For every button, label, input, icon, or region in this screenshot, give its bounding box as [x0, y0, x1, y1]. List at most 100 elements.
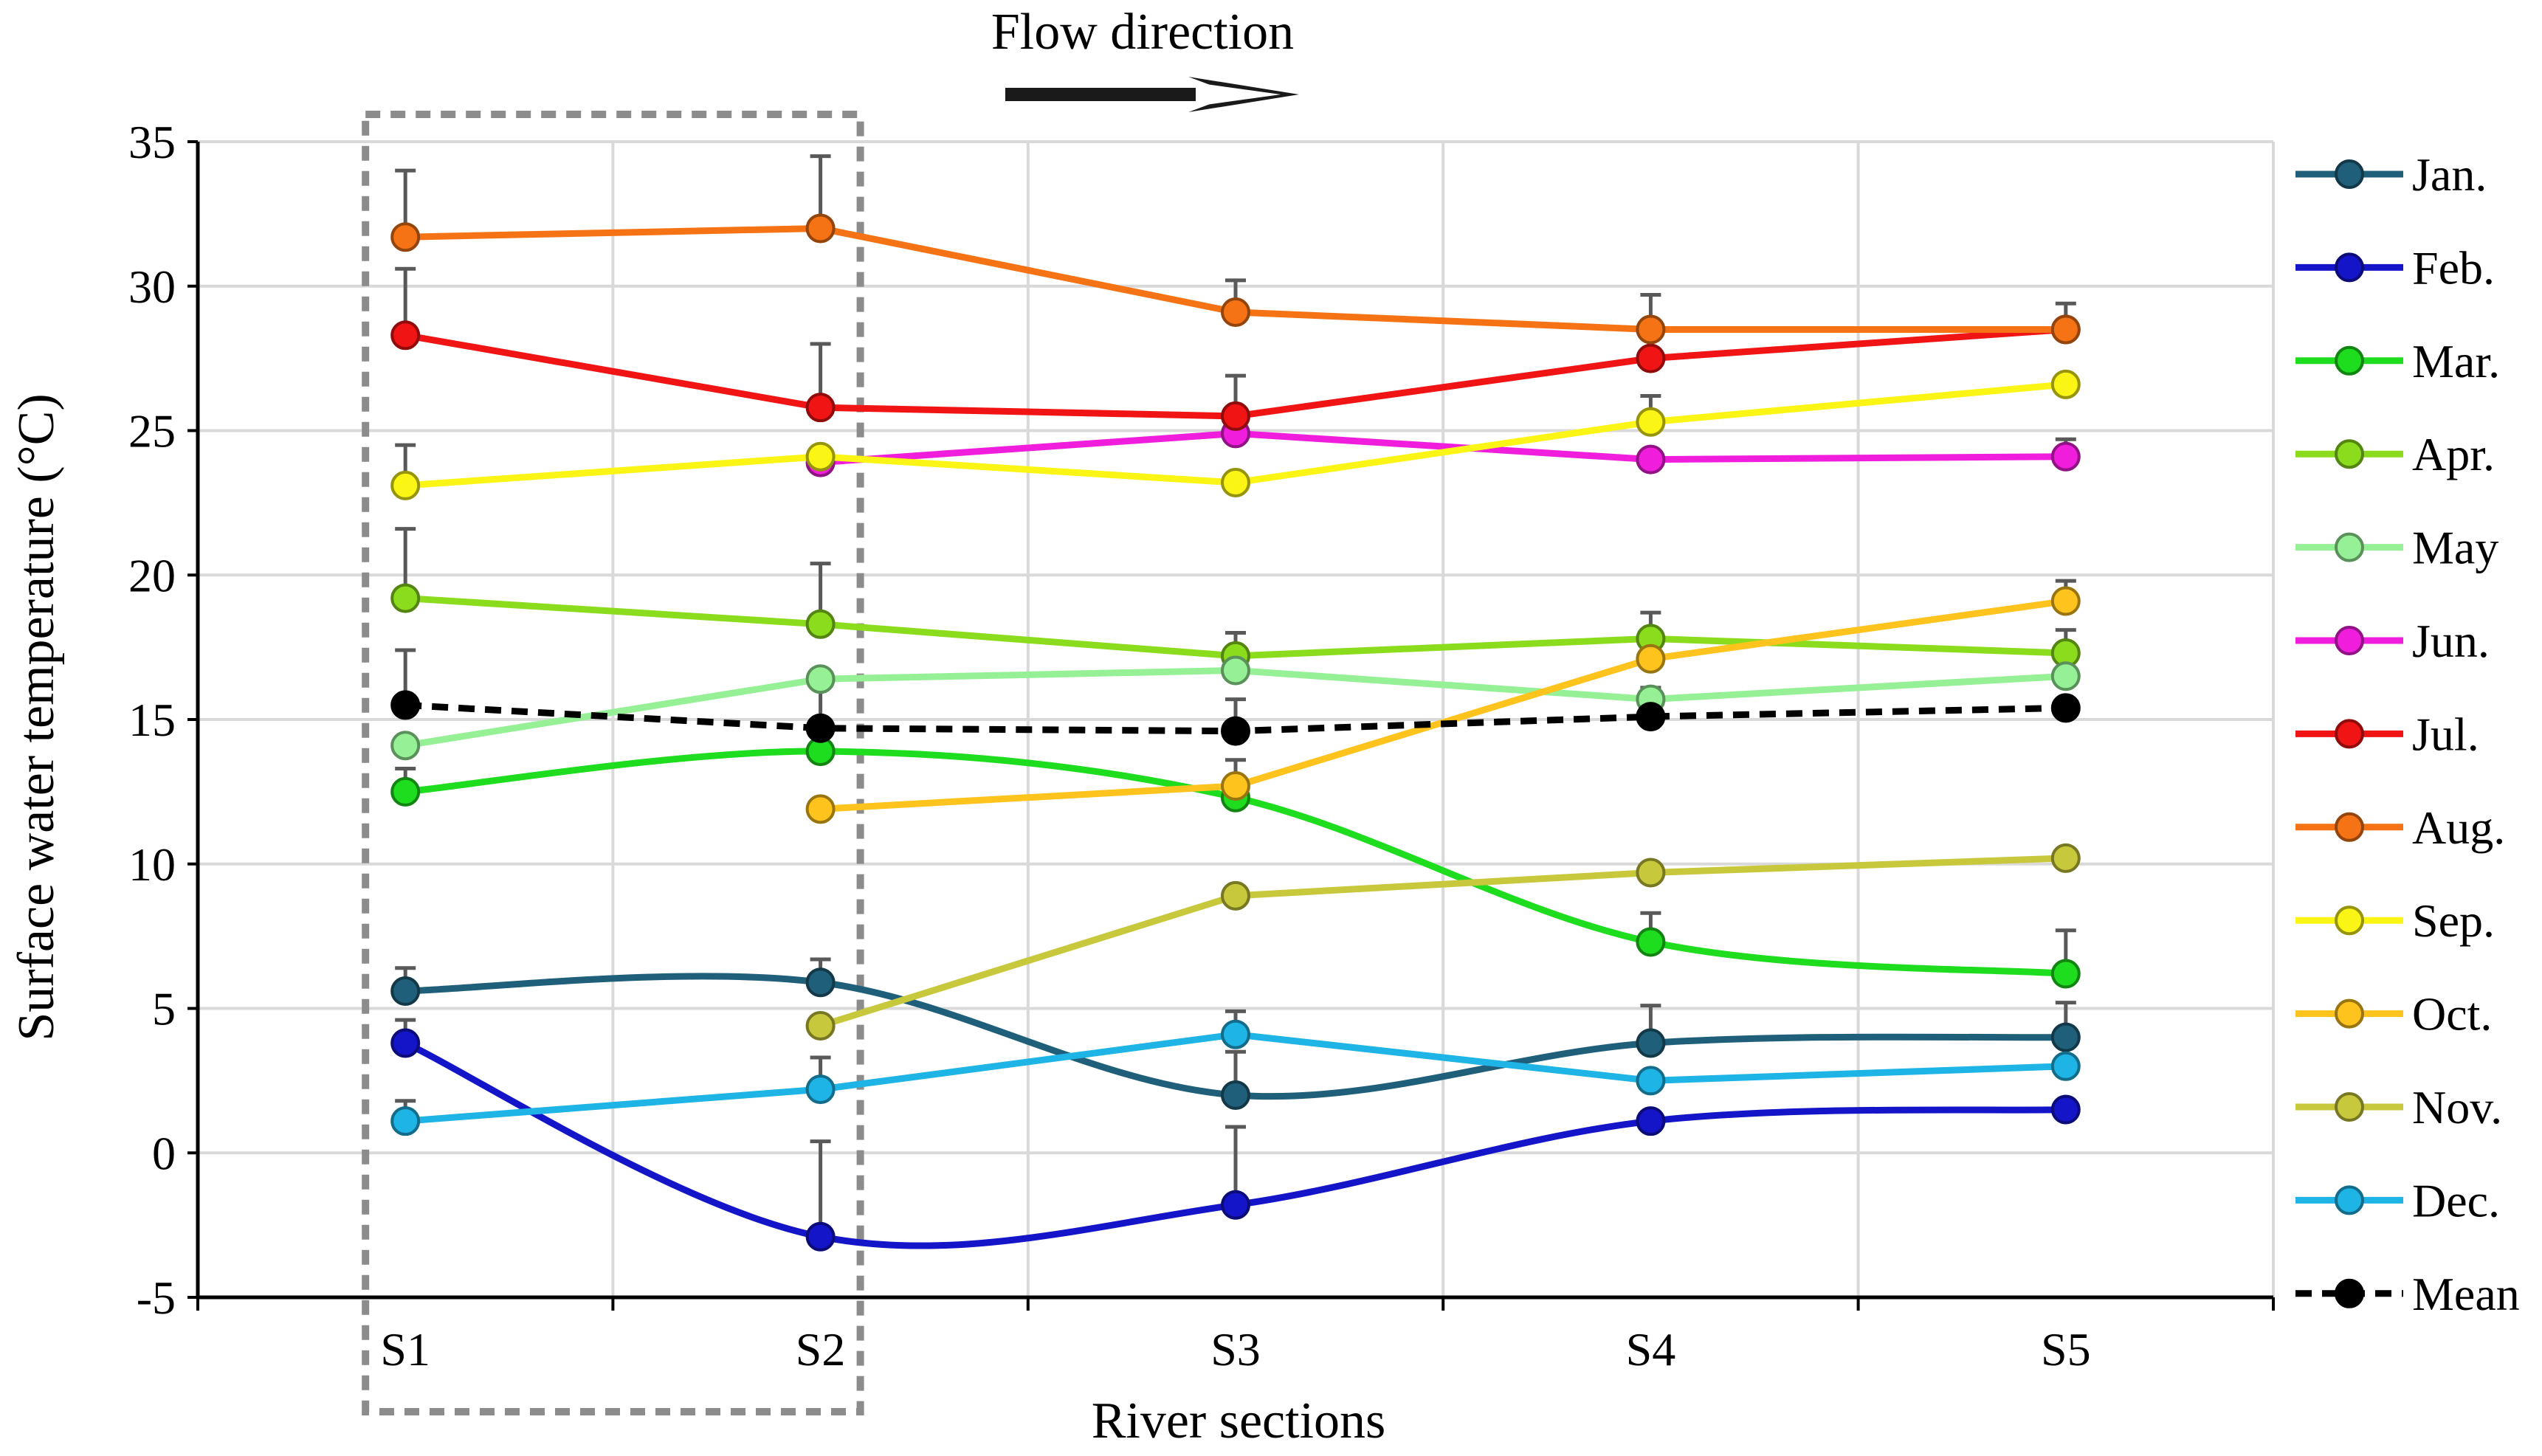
legend-marker	[2335, 998, 2364, 1029]
legend-label: Aug.	[2412, 801, 2505, 854]
x-tick-label: S1	[380, 1323, 430, 1376]
data-point	[805, 967, 836, 998]
data-point	[805, 441, 836, 472]
data-point	[390, 222, 421, 252]
data-point	[1221, 771, 1250, 801]
data-point	[1636, 314, 1666, 345]
data-point	[1221, 297, 1250, 327]
data-point	[1221, 716, 1250, 746]
y-tick-label: 0	[152, 1127, 176, 1179]
legend-marker	[2335, 532, 2364, 562]
legend-label: Jun.	[2412, 615, 2490, 667]
data-point	[1636, 444, 1666, 475]
legend-label: Oct.	[2412, 988, 2492, 1041]
y-tick-label: 5	[152, 983, 176, 1035]
data-point	[805, 609, 836, 639]
series-jan	[390, 967, 2081, 1110]
data-point	[1636, 1066, 1666, 1096]
legend-marker	[2335, 1092, 2364, 1122]
data-point	[2050, 1051, 2081, 1081]
data-point	[390, 731, 421, 761]
data-point	[2050, 843, 2081, 873]
data-point	[805, 713, 836, 743]
y-tick-label: 25	[128, 405, 176, 458]
data-point	[2050, 314, 2081, 345]
legend-item: Apr.	[2295, 428, 2495, 480]
y-tick-label: -5	[137, 1272, 176, 1324]
legend-item: Mean	[2295, 1268, 2520, 1320]
x-axis-title: River sections	[1092, 1393, 1386, 1449]
legend-marker	[2335, 626, 2364, 655]
legend-item: Mar.	[2295, 335, 2500, 387]
x-tick-label: S3	[1210, 1323, 1261, 1376]
legend-item: Jul.	[2295, 708, 2479, 760]
series-jul	[390, 314, 2081, 431]
data-point	[805, 393, 836, 423]
flow-arrow-icon	[1005, 77, 1299, 112]
data-point	[1636, 858, 1666, 888]
legend-marker	[2335, 345, 2364, 376]
data-point	[805, 1221, 836, 1252]
data-point	[390, 976, 421, 1007]
data-point	[1221, 1080, 1250, 1110]
y-tick-label: 20	[128, 549, 176, 601]
legend-marker	[2335, 439, 2364, 469]
legend-marker	[2335, 159, 2364, 189]
legend-item: Nov.	[2295, 1081, 2502, 1134]
data-point	[2050, 661, 2081, 691]
flow-arrow-inner	[1196, 83, 1281, 106]
legend-item: Jun.	[2295, 615, 2490, 667]
legend-item: Feb.	[2295, 241, 2495, 294]
data-point	[2050, 586, 2081, 616]
data-point	[1221, 1190, 1250, 1220]
data-point	[390, 583, 421, 613]
legend-marker	[2335, 719, 2364, 749]
y-tick-label: 35	[128, 116, 176, 168]
data-point	[805, 1010, 836, 1041]
legend-label: Jan.	[2412, 148, 2487, 201]
x-tick-label: S4	[1626, 1323, 1676, 1376]
legend: Jan. Feb. Mar. Apr. May Jun. Jul. Aug. Sep. Oct. N…	[2295, 148, 2520, 1320]
legend-marker	[2335, 252, 2364, 283]
x-tick-label: S2	[796, 1323, 846, 1376]
y-axis-title: Surface water temperature (°C)	[8, 393, 65, 1041]
legend-label: Apr.	[2412, 428, 2495, 480]
legend-item: Jan.	[2295, 148, 2487, 201]
data-point	[805, 664, 836, 694]
data-point	[2050, 441, 2081, 472]
series-line	[820, 429, 2066, 466]
legend-label: Nov.	[2412, 1081, 2502, 1134]
legend-label: Sep.	[2412, 894, 2495, 947]
series-mean	[390, 690, 2081, 746]
data-point	[2050, 959, 2081, 989]
series-sep	[390, 369, 2081, 500]
legend-item: Sep.	[2295, 894, 2495, 947]
data-point	[1221, 467, 1250, 497]
data-point	[390, 1028, 421, 1058]
data-point	[2050, 1022, 2081, 1052]
series-nov	[805, 843, 2081, 1041]
legend-label: May	[2412, 522, 2498, 574]
legend-label: Feb.	[2412, 241, 2495, 294]
data-point	[2050, 369, 2081, 399]
y-tick-label: 30	[128, 261, 176, 313]
legend-label: Jul.	[2412, 708, 2479, 760]
data-point	[1636, 1106, 1666, 1136]
data-point	[1636, 644, 1666, 674]
data-point	[1636, 927, 1666, 957]
data-point	[1636, 702, 1666, 732]
highlight-box	[362, 111, 864, 1415]
legend-marker	[2335, 1185, 2364, 1215]
data-point	[1221, 880, 1250, 911]
series-feb	[390, 1028, 2081, 1252]
series-lines	[390, 154, 2081, 1252]
data-point	[1221, 655, 1250, 686]
data-point	[390, 320, 421, 351]
data-point	[1221, 401, 1250, 431]
y-tick-label: 10	[128, 838, 176, 891]
data-point	[805, 1074, 836, 1105]
flow-direction-label: Flow direction	[991, 4, 1294, 61]
data-point	[390, 470, 421, 500]
